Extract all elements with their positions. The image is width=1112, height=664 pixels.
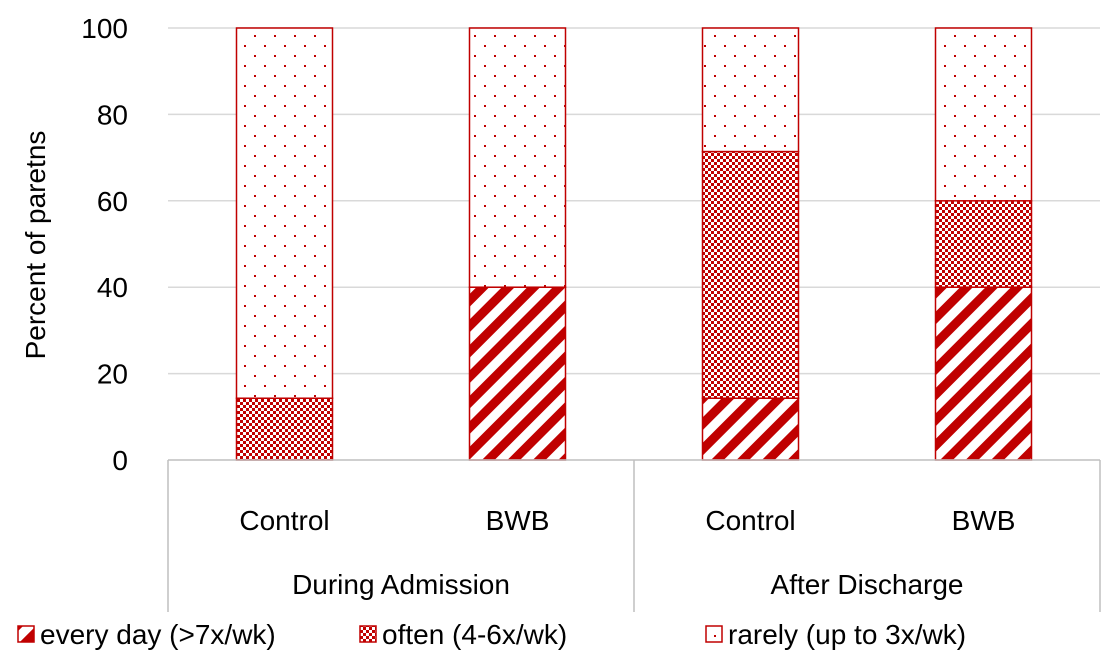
legend-swatch bbox=[705, 625, 723, 643]
legend: every day (>7x/wk) often (4-6x/wk) rarely … bbox=[17, 619, 966, 650]
axes: 0 20 40 60 80 100 Control BWB Control BWB During A… bbox=[81, 13, 1101, 612]
y-tick-label: 80 bbox=[97, 99, 128, 130]
y-tick-label: 60 bbox=[97, 186, 128, 217]
x-category-label: Control bbox=[239, 505, 329, 536]
legend-swatch bbox=[17, 625, 35, 643]
y-tick-label: 20 bbox=[97, 359, 128, 390]
legend-label: rarely (up to 3x/wk) bbox=[728, 619, 966, 650]
y-tick-label: 40 bbox=[97, 272, 128, 303]
bar-segment bbox=[934, 200, 1033, 288]
x-group-label: After Discharge bbox=[771, 569, 964, 600]
x-category-label: BWB bbox=[952, 505, 1016, 536]
legend-label: every day (>7x/wk) bbox=[40, 619, 276, 650]
x-category-label: Control bbox=[705, 505, 795, 536]
bar-segment bbox=[235, 27, 334, 399]
bar-segment bbox=[934, 27, 1033, 202]
y-tick-label: 0 bbox=[112, 445, 128, 476]
y-tick-label: 100 bbox=[81, 13, 128, 44]
bar-segment bbox=[468, 286, 567, 461]
legend-label: often (4-6x/wk) bbox=[382, 619, 567, 650]
x-category-label: BWB bbox=[486, 505, 550, 536]
x-group-label: During Admission bbox=[292, 569, 510, 600]
bar-segment bbox=[701, 27, 800, 153]
bars bbox=[235, 27, 1033, 461]
bar-segment bbox=[235, 397, 334, 461]
legend-swatch bbox=[359, 625, 377, 643]
bar-segment bbox=[701, 150, 800, 399]
y-axis-title: Percent of paretns bbox=[20, 131, 51, 360]
bar-segment bbox=[934, 286, 1033, 461]
bar-segment bbox=[701, 397, 800, 461]
bar-segment bbox=[468, 27, 567, 288]
